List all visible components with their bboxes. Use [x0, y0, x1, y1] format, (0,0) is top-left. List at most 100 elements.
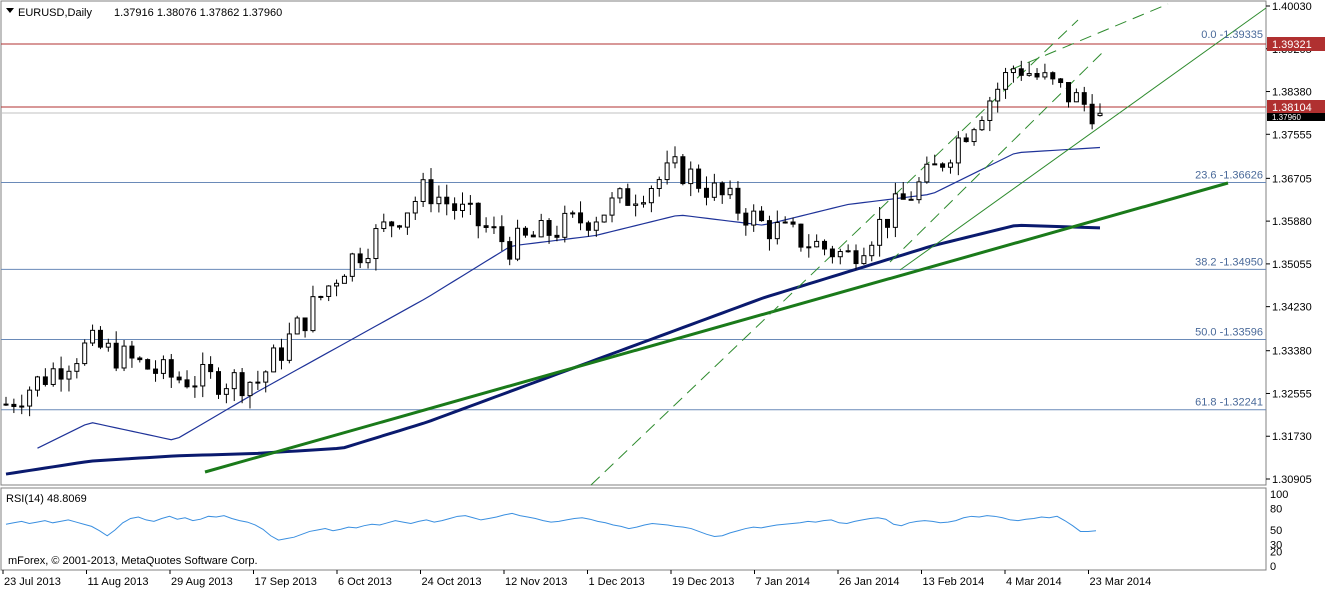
channel-upper-dashed[interactable] [1009, 3, 1169, 71]
candle[interactable] [774, 210, 780, 245]
candle[interactable] [688, 161, 694, 197]
candle[interactable] [428, 168, 434, 213]
candle[interactable] [74, 358, 80, 379]
candle[interactable] [326, 285, 332, 302]
candle[interactable] [483, 217, 489, 233]
candle[interactable] [617, 187, 623, 204]
ma-fast-line[interactable] [37, 146, 1101, 449]
candle[interactable] [884, 218, 890, 239]
candle[interactable] [1050, 71, 1056, 85]
candle[interactable] [900, 182, 906, 200]
candle[interactable] [916, 177, 922, 204]
major-trendline[interactable] [204, 181, 1229, 474]
candle[interactable] [145, 358, 151, 370]
candle[interactable] [42, 368, 48, 387]
candle[interactable] [129, 340, 135, 368]
candle[interactable] [585, 220, 591, 237]
candle[interactable] [389, 220, 395, 238]
candle[interactable] [987, 96, 993, 132]
candle[interactable] [349, 252, 355, 282]
candle[interactable] [271, 344, 277, 373]
candle[interactable] [696, 164, 702, 193]
candle[interactable] [467, 195, 473, 215]
candle[interactable] [1073, 88, 1079, 103]
candle[interactable] [837, 248, 843, 265]
candle[interactable] [845, 244, 851, 253]
candle[interactable] [625, 183, 631, 206]
candle[interactable] [192, 376, 198, 398]
candle[interactable] [633, 194, 639, 217]
rsi-panel[interactable]: RSI(14) 48.8069 mForex, © 2001-2013, Met… [5, 493, 1097, 567]
candle[interactable] [3, 396, 9, 406]
candle[interactable] [263, 370, 269, 393]
candle[interactable] [153, 360, 159, 382]
candle[interactable] [664, 150, 670, 185]
candle[interactable] [160, 355, 166, 380]
candle[interactable] [869, 241, 875, 262]
candle[interactable] [1034, 68, 1040, 80]
candle[interactable] [814, 234, 820, 248]
candle[interactable] [208, 356, 214, 379]
candle[interactable] [1042, 63, 1048, 80]
candle[interactable] [806, 234, 812, 258]
candle[interactable] [751, 204, 757, 232]
candle[interactable] [1066, 82, 1072, 108]
candle[interactable] [475, 202, 481, 239]
candle[interactable] [121, 340, 127, 372]
candle[interactable] [877, 206, 883, 257]
candle[interactable] [861, 247, 867, 265]
rsi-line[interactable] [5, 512, 1097, 541]
candle[interactable] [719, 181, 725, 204]
candle[interactable] [1018, 60, 1024, 81]
candle[interactable] [231, 369, 237, 402]
candle[interactable] [459, 192, 465, 218]
candle[interactable] [971, 127, 977, 146]
candle[interactable] [27, 386, 33, 417]
candle[interactable] [310, 285, 316, 333]
candle[interactable] [940, 162, 946, 172]
candle[interactable] [790, 217, 796, 228]
candle[interactable] [759, 206, 765, 222]
candle[interactable] [184, 370, 190, 389]
candle[interactable] [892, 182, 898, 238]
candle[interactable] [255, 370, 261, 390]
candle[interactable] [963, 133, 969, 143]
candle[interactable] [50, 362, 56, 387]
candle[interactable] [200, 352, 206, 398]
candle[interactable] [727, 180, 733, 200]
candle[interactable] [507, 236, 513, 266]
candle[interactable] [570, 210, 576, 218]
candle[interactable] [247, 381, 253, 409]
candle[interactable] [743, 208, 749, 236]
candle[interactable] [499, 215, 505, 251]
candle[interactable] [979, 116, 985, 132]
candle[interactable] [294, 315, 300, 335]
candle[interactable] [924, 156, 930, 184]
candle[interactable] [766, 215, 772, 251]
candle[interactable] [58, 356, 64, 392]
candle[interactable] [90, 324, 96, 347]
candle[interactable] [239, 367, 245, 404]
candle[interactable] [420, 172, 426, 207]
candle[interactable] [19, 394, 25, 415]
candle[interactable] [515, 219, 521, 262]
candle[interactable] [216, 367, 222, 399]
candle[interactable] [278, 338, 284, 370]
candle[interactable] [404, 212, 410, 235]
candle[interactable] [578, 201, 584, 231]
candle[interactable] [168, 353, 174, 388]
candle[interactable] [373, 224, 379, 271]
candle[interactable] [546, 218, 552, 244]
candle[interactable] [34, 375, 40, 397]
candle[interactable] [735, 181, 741, 221]
candle[interactable] [1097, 103, 1103, 117]
candle[interactable] [318, 295, 324, 301]
candle[interactable] [672, 146, 678, 169]
candle[interactable] [11, 398, 17, 414]
candle[interactable] [381, 213, 387, 233]
candle[interactable] [286, 322, 292, 364]
candle[interactable] [522, 226, 528, 238]
candle[interactable] [554, 225, 560, 242]
candle[interactable] [593, 216, 599, 237]
